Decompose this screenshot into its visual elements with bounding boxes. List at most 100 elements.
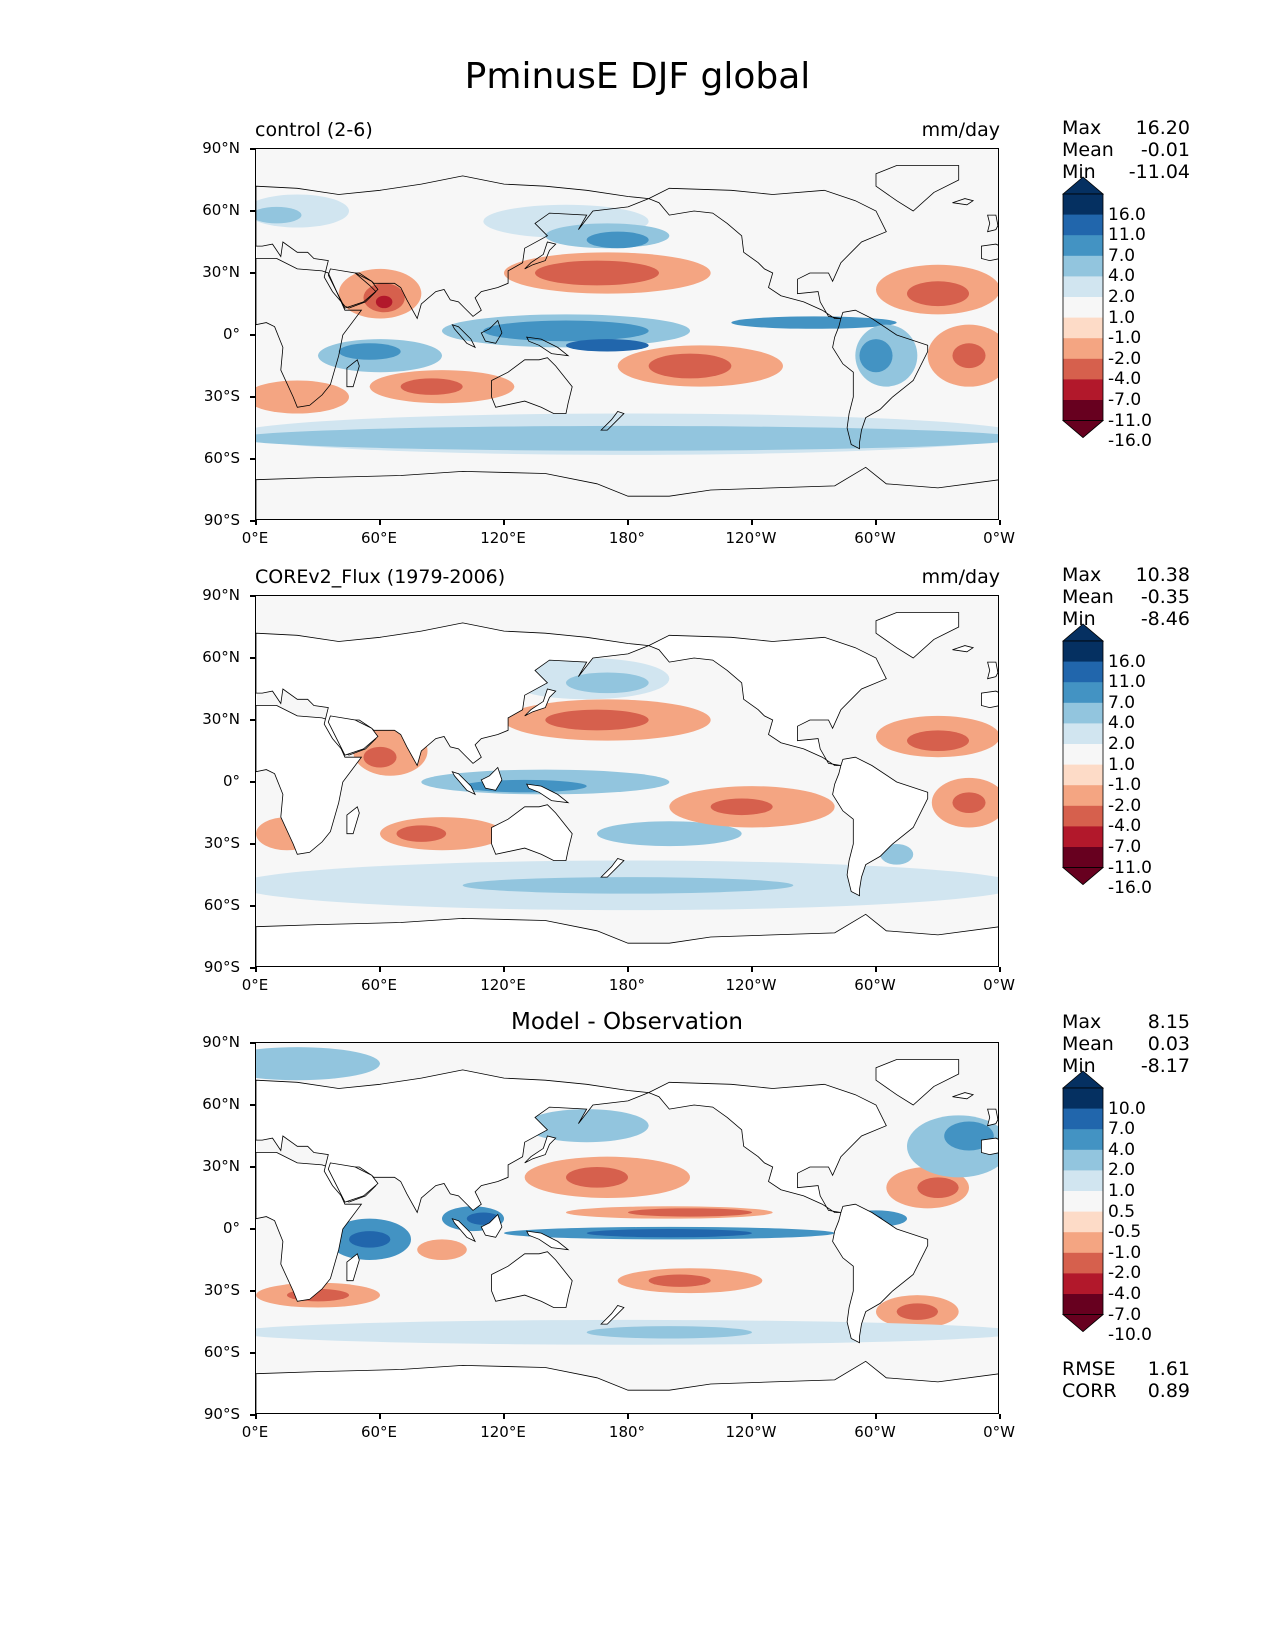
lon-tick-label: 180°: [608, 976, 646, 994]
lon-tick-label: 60°E: [360, 1423, 398, 1441]
lon-tick-label: 0°W: [983, 976, 1015, 994]
colorbar-segment: [1063, 1232, 1103, 1254]
colorbar-segment: [1063, 785, 1103, 807]
lat-tick-mark: [250, 595, 255, 597]
colorbar-segment: [1063, 1211, 1103, 1233]
colorbar-tick-label: -1.0: [1108, 1242, 1142, 1263]
colorbar-segment: [1063, 682, 1103, 704]
stats-block: Max 8.15 Mean 0.03 Min -8.17: [1062, 1011, 1190, 1077]
colorbar-tick-label: 4.0: [1108, 713, 1136, 734]
coastline-newguinea: [525, 1230, 570, 1251]
coastline-nz: [600, 411, 625, 431]
lat-tick-mark: [250, 458, 255, 460]
field-patch: [256, 1047, 380, 1081]
stat-value: 10.38: [1135, 564, 1190, 586]
lon-tick-label: 0°W: [983, 1423, 1015, 1441]
lat-tick-mark: [250, 148, 255, 150]
coastline-arabia: [327, 715, 379, 756]
coastline-eurasia: [256, 175, 649, 320]
colorbar-extend-top: [1062, 1070, 1105, 1089]
lon-tick-mark: [999, 520, 1001, 525]
lon-tick-mark: [255, 967, 257, 972]
lat-tick-label: 90°N: [202, 1033, 240, 1051]
lon-tick-mark: [751, 520, 753, 525]
stats-block: Max 16.20 Mean -0.01 Min -11.04: [1062, 117, 1190, 183]
lat-tick-mark: [250, 1042, 255, 1044]
colorbar-tick-label: -2.0: [1108, 1263, 1142, 1284]
lon-tick-label: 0°E: [241, 529, 269, 547]
coastline-madagascar: [346, 359, 360, 388]
field-patch: [256, 380, 349, 414]
colorbar-tick-label: -4.0: [1108, 1284, 1142, 1304]
colorbar-segment: [1063, 702, 1103, 724]
colorbar: [1062, 623, 1105, 886]
lat-tick-label: 0°: [222, 1219, 240, 1237]
coastline-europe_w: [981, 1137, 998, 1156]
stat-label: Max: [1062, 117, 1102, 139]
lon-tick-mark: [875, 967, 877, 972]
lat-tick-label: 60°N: [202, 648, 240, 666]
lon-tick-label: 180°: [608, 529, 646, 547]
lat-tick-mark: [250, 1228, 255, 1230]
lat-tick-label: 90°N: [202, 586, 240, 604]
colorbar-segment: [1063, 1129, 1103, 1151]
colorbar-tick-label: 2.0: [1108, 287, 1136, 307]
colorbar-tick-label: -16.0: [1108, 431, 1152, 452]
colorbar-segment: [1063, 338, 1103, 360]
coastline-namerica: [647, 187, 887, 319]
field-patch: [586, 231, 649, 249]
colorbar-segment: [1063, 1191, 1103, 1213]
extra-stats-block: RMSE 1.61 CORR 0.89: [1062, 1358, 1190, 1402]
field-patch: [648, 1274, 711, 1287]
coastline-africa: [256, 258, 363, 408]
colorbar-tick-label: -2.0: [1108, 348, 1142, 369]
stat-value: 0.89: [1147, 1379, 1190, 1402]
lat-tick-mark: [250, 1166, 255, 1168]
coastline-antarctica: [256, 466, 998, 519]
colorbar-tick-label: 7.0: [1108, 245, 1136, 266]
lon-tick-label: 120°E: [480, 1423, 526, 1441]
field-patch: [462, 877, 794, 894]
figure-title: PminusE DJF global: [464, 56, 811, 97]
panel-units: mm/day: [921, 566, 1000, 588]
lat-tick-label: 30°N: [202, 710, 240, 728]
coastline-antarctica: [256, 1360, 998, 1413]
field-patch: [483, 320, 649, 342]
lat-tick-mark: [250, 1104, 255, 1106]
coastline-uk: [987, 214, 998, 233]
stat-label: Max: [1062, 1011, 1102, 1033]
lat-tick-mark: [250, 520, 255, 522]
coastline-nz: [600, 1305, 625, 1325]
field-patch: [907, 730, 969, 751]
coastline-europe_w: [981, 243, 998, 262]
lat-tick-label: 90°S: [203, 1405, 240, 1423]
lon-tick-label: 120°W: [725, 976, 777, 994]
colorbar: [1062, 1070, 1105, 1333]
lon-tick-mark: [875, 1414, 877, 1419]
colorbar-segment: [1063, 661, 1103, 683]
field-patch: [417, 1239, 467, 1260]
stat-value: -11.04: [1128, 161, 1190, 183]
stat-value: -8.46: [1140, 608, 1190, 630]
colorbar-tick-label: -1.0: [1108, 328, 1142, 349]
stat-label: RMSE: [1062, 1357, 1116, 1380]
lon-tick-mark: [379, 520, 381, 525]
coastline-australia: [491, 1251, 573, 1308]
lon-tick-mark: [751, 1414, 753, 1419]
stat-value: 8.15: [1147, 1011, 1190, 1033]
lat-tick-mark: [250, 905, 255, 907]
colorbar-tick-label: 1.0: [1108, 754, 1136, 775]
lon-tick-label: 120°W: [725, 529, 777, 547]
coastline-iceland: [952, 645, 975, 653]
field-patch: [566, 672, 649, 694]
lat-tick-label: 60°S: [203, 449, 240, 467]
colorbar-outline: [1062, 640, 1104, 869]
colorbar-segment: [1063, 194, 1103, 216]
lat-tick-mark: [250, 1414, 255, 1416]
stat-row: Max 8.15: [1062, 1011, 1190, 1033]
colorbar-segment: [1063, 1294, 1103, 1316]
stat-label: Min: [1062, 1055, 1096, 1077]
coastline-europe_w: [981, 690, 998, 709]
colorbar-segment: [1063, 1149, 1103, 1171]
colorbar-extend-top: [1062, 623, 1105, 642]
